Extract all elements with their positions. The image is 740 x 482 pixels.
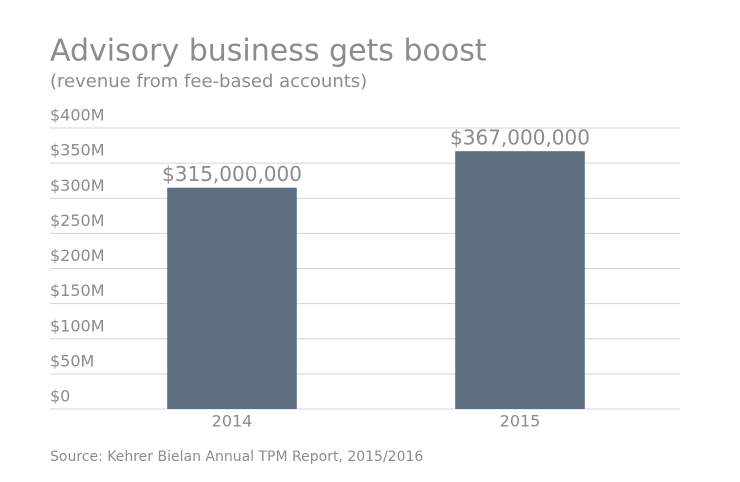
y-tick-label: $300M xyxy=(50,176,105,195)
value-label: $315,000,000 xyxy=(162,162,302,186)
bar xyxy=(455,151,585,409)
x-tick-label: 2014 xyxy=(212,412,253,431)
y-tick-label: $0 xyxy=(50,387,70,406)
y-tick-label: $200M xyxy=(50,246,105,265)
y-tick-label: $150M xyxy=(50,281,105,300)
x-tick-label: 2015 xyxy=(500,412,541,431)
y-tick-label: $350M xyxy=(50,141,105,160)
y-tick-label: $250M xyxy=(50,211,105,230)
y-tick-label: $50M xyxy=(50,351,94,370)
chart-title: Advisory business gets boost xyxy=(50,34,487,69)
source-note: Source: Kehrer Bielan Annual TPM Report,… xyxy=(50,449,423,465)
bar xyxy=(167,187,297,409)
y-tick-label: $400M xyxy=(50,106,105,125)
y-tick-label: $100M xyxy=(50,316,105,335)
chart-subtitle: (revenue from fee-based accounts) xyxy=(50,71,367,92)
value-label: $367,000,000 xyxy=(450,126,590,150)
